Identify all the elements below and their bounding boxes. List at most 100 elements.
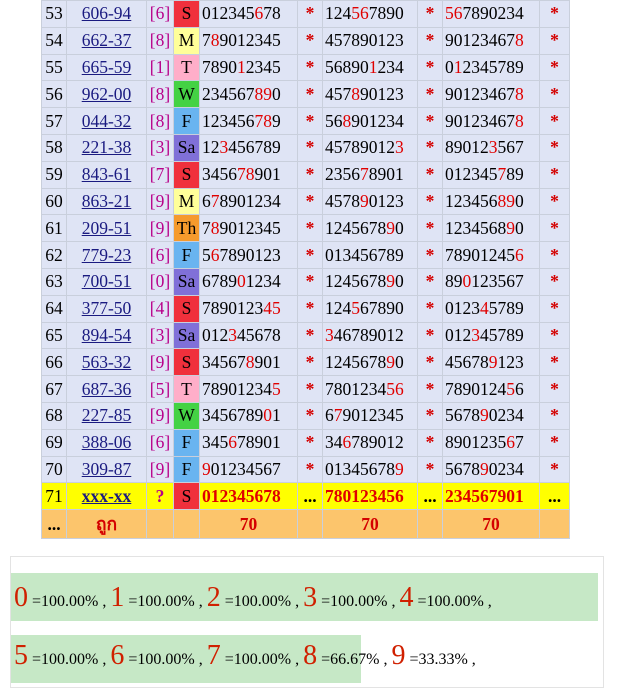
- digit: 2: [462, 164, 472, 185]
- digit: 4: [333, 324, 343, 345]
- bracket-digit: [0]: [146, 267, 174, 296]
- digit: 1: [497, 351, 507, 372]
- digit: 0: [202, 324, 211, 345]
- digit: 0: [445, 56, 454, 77]
- digit: 0: [263, 432, 272, 453]
- digit: 1: [377, 190, 387, 211]
- digit: 9: [254, 351, 264, 372]
- result-code-link[interactable]: 606-94: [81, 3, 132, 24]
- digit: 4: [515, 3, 524, 24]
- digit: 9: [342, 405, 352, 426]
- result-code-link[interactable]: 700-51: [81, 271, 132, 292]
- digit: 3: [506, 458, 515, 479]
- digit: 1: [471, 271, 480, 292]
- result-code-link[interactable]: 665-59: [81, 56, 132, 77]
- result-code-link[interactable]: 309-87: [81, 458, 132, 479]
- digit: 6: [202, 190, 211, 211]
- digit: 4: [237, 3, 246, 24]
- digit: 6: [342, 324, 352, 345]
- digit: 4: [497, 244, 507, 265]
- star-cell: *: [417, 241, 443, 269]
- result-code-link[interactable]: 779-23: [81, 244, 132, 265]
- result-code-link[interactable]: 388-06: [81, 432, 132, 453]
- digit: 2: [333, 3, 343, 24]
- digit: 1: [254, 244, 264, 265]
- result-code-link[interactable]: 894-54: [81, 324, 132, 345]
- sequence-3: 901234678: [442, 80, 540, 109]
- table-row: 53 606-94 [6] S 012345678 * 124567890 * 56789023…: [41, 0, 570, 28]
- result-code-link[interactable]: 962-00: [81, 83, 132, 104]
- digit: 7: [515, 432, 524, 453]
- digit: 8: [368, 164, 378, 185]
- digit: 5: [497, 137, 507, 158]
- result-code-link[interactable]: 044-32: [81, 110, 132, 131]
- digit: 9: [219, 298, 229, 319]
- table-row: 62 779-23 [6] F 567890123 * 013456789 * 78901245…: [41, 241, 570, 269]
- digit: 5: [453, 351, 463, 372]
- result-code-cell: 687-36: [66, 375, 147, 403]
- table-row: 56 962-00 [8] W 234567890 * 457890123 * 90123467…: [41, 80, 570, 109]
- digit: 3: [237, 458, 246, 479]
- sequence-2: 568901234: [322, 107, 418, 135]
- digit: 6: [395, 378, 404, 399]
- digit: 1: [368, 110, 378, 131]
- digit: 1: [471, 432, 480, 453]
- footer-count-2: 70: [322, 509, 418, 540]
- result-code-link[interactable]: 863-21: [81, 190, 132, 211]
- digit: 4: [272, 190, 281, 211]
- digit: 7: [237, 351, 246, 372]
- digit: 4: [471, 190, 480, 211]
- result-code-link[interactable]: 843-61: [81, 164, 132, 185]
- digit: 2: [245, 298, 255, 319]
- digit: 2: [202, 83, 211, 104]
- digit: 5: [219, 405, 229, 426]
- digit: 4: [228, 110, 237, 131]
- digit: 8: [351, 137, 360, 158]
- digit: 8: [506, 164, 515, 185]
- digit: 5: [351, 271, 360, 292]
- digit: 4: [342, 217, 352, 238]
- digit: 9: [351, 56, 360, 77]
- digit: 1: [377, 30, 387, 51]
- digit: 0: [462, 271, 472, 292]
- digit: 3: [471, 324, 480, 345]
- row-index: 54: [41, 26, 67, 55]
- table-row: 65 894-54 [3] Sa 012345678 * 346789012 * 0123457…: [41, 321, 570, 350]
- digit: 1: [395, 164, 404, 185]
- result-code-link[interactable]: 377-50: [81, 298, 132, 319]
- sequence-3: 012345789: [442, 53, 540, 82]
- stat-digit: 9: [391, 640, 406, 671]
- digit: 5: [351, 217, 360, 238]
- digit: 8: [210, 56, 220, 77]
- digit: 9: [219, 378, 229, 399]
- star-cell: *: [539, 214, 570, 243]
- result-code-link[interactable]: 563-32: [81, 351, 132, 372]
- digit: 6: [342, 432, 352, 453]
- digit: 9: [237, 244, 246, 265]
- result-code-link[interactable]: 209-51: [81, 217, 132, 238]
- result-code-link[interactable]: 227-85: [81, 405, 132, 426]
- stat-digit: 4: [399, 582, 414, 613]
- result-code-link[interactable]: 687-36: [81, 378, 132, 399]
- result-code-link[interactable]: 221-38: [81, 137, 132, 158]
- digit: 2: [333, 217, 343, 238]
- row-index: 59: [41, 160, 67, 189]
- digit: 0: [462, 432, 472, 453]
- digit: 9: [386, 3, 395, 24]
- result-code-link[interactable]: 662-37: [81, 30, 132, 51]
- digit: 6: [228, 405, 237, 426]
- digit: 2: [453, 217, 463, 238]
- digit: 8: [445, 137, 454, 158]
- day-badge: W: [173, 80, 200, 109]
- digit: 9: [254, 432, 264, 453]
- digit: 9: [228, 190, 237, 211]
- digit: 0: [228, 56, 237, 77]
- stat-percent: =100.00%: [220, 651, 292, 668]
- table-row: 68 227-85 [9] W 345678901 * 679012345 * 56789023…: [41, 401, 570, 430]
- digit: 9: [515, 298, 524, 319]
- digit: 8: [210, 30, 220, 51]
- pending-code-link[interactable]: xxx-xx: [81, 485, 132, 506]
- stat-digit: 3: [303, 582, 318, 613]
- star-cell: *: [417, 214, 443, 243]
- digit: 4: [325, 190, 334, 211]
